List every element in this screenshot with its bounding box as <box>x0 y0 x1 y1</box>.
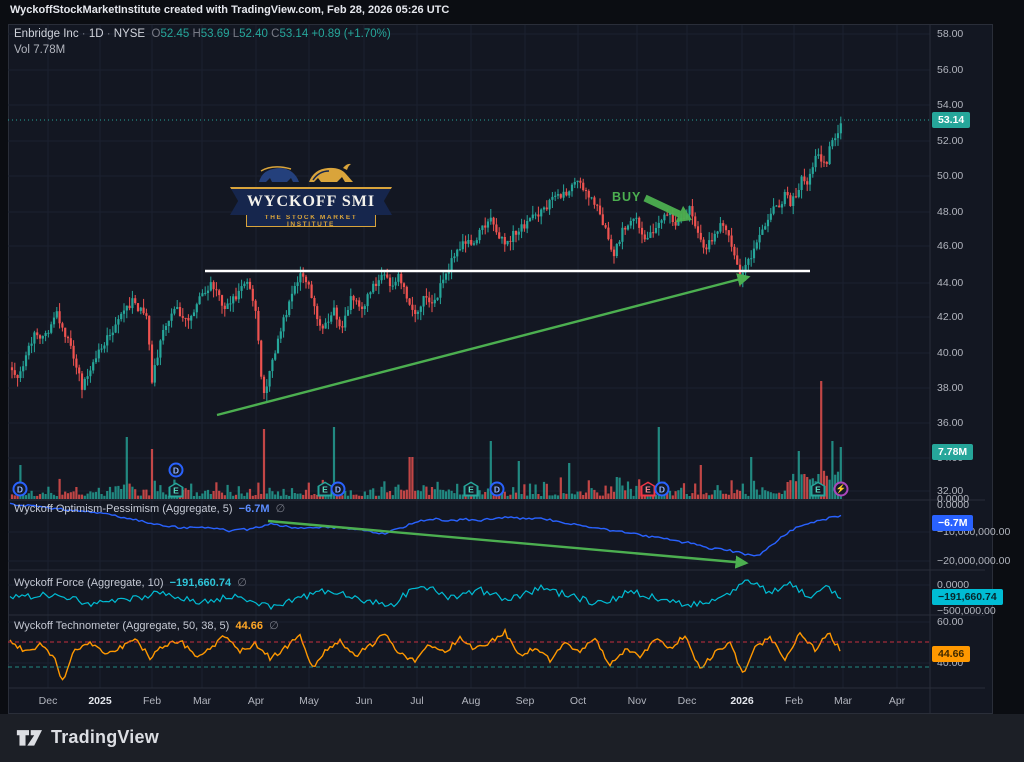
price-badge: 7.78M <box>932 444 974 460</box>
op-null-icon: ∅ <box>275 503 286 515</box>
time-axis-label: Sep <box>515 695 535 707</box>
attribution-text: WyckoffStockMarketInstitute created with… <box>10 4 450 16</box>
price-badge: −6.7M <box>932 515 974 531</box>
pane-title-optimism-pessimism[interactable]: Wyckoff Optimism-Pessimism (Aggregate, 5… <box>14 503 286 515</box>
close-value: 53.14 <box>279 28 309 40</box>
tradingview-wordmark: TradingView <box>51 726 159 747</box>
symbol-name: Enbridge Inc <box>14 28 79 40</box>
dividend-badge[interactable]: D <box>168 462 184 478</box>
dividend-badge[interactable]: D <box>654 481 670 497</box>
badge-letter: E <box>812 483 824 495</box>
force-null-icon: ∅ <box>237 577 247 589</box>
earnings-badge[interactable]: E <box>463 481 479 497</box>
time-axis-label: Apr <box>247 695 265 707</box>
axis-label: 36.00 <box>937 417 964 429</box>
volume-legend[interactable]: Vol 7.78M <box>14 44 66 56</box>
tradingview-logo[interactable]: TradingView <box>14 724 159 750</box>
badge-letter: E <box>170 484 182 496</box>
axis-label: 54.00 <box>937 99 964 111</box>
earnings-badge[interactable]: E <box>640 481 656 497</box>
price-badge: −191,660.74 <box>932 589 1003 605</box>
time-axis-label: 2026 <box>730 695 754 707</box>
badge-letter: D <box>332 483 344 495</box>
axis-label: 42.00 <box>937 311 964 323</box>
time-axis-label: Jun <box>355 695 373 707</box>
badge-letter: E <box>319 483 331 495</box>
earnings-badge[interactable]: E <box>317 481 333 497</box>
open-value: 52.45 <box>160 28 190 40</box>
axis-label: −500,000.00 <box>937 605 996 617</box>
axis-label: 38.00 <box>937 382 964 394</box>
time-axis-label: Nov <box>627 695 647 707</box>
badge-letter: D <box>14 483 26 495</box>
badge-letter: D <box>491 483 503 495</box>
badge-letter: ⚡ <box>835 483 847 495</box>
tech-null-icon: ∅ <box>269 620 279 632</box>
time-axis-label: Jul <box>410 695 424 707</box>
exchange: NYSE <box>113 28 146 40</box>
time-axis-label: Mar <box>192 695 212 707</box>
axis-label: 46.00 <box>937 240 964 252</box>
axis-label: 0.0000 <box>937 579 970 591</box>
axis-label: 60.00 <box>937 616 964 628</box>
time-axis-label: Dec <box>677 695 697 707</box>
time-axis-label: Oct <box>569 695 587 707</box>
axis-label: 32.00 <box>937 485 964 497</box>
dividend-badge[interactable]: D <box>12 481 28 497</box>
axis-label: 0.0000 <box>937 493 970 505</box>
badge-letter: D <box>656 483 668 495</box>
axis-label: 56.00 <box>937 64 964 76</box>
badge-letter: D <box>170 464 182 476</box>
price-badge: 44.66 <box>932 646 971 662</box>
smi-banner-subtitle: THE STOCK MARKET INSTITUTE <box>246 214 376 228</box>
badge-letter: E <box>642 483 654 495</box>
earnings-badge[interactable]: E <box>810 481 826 497</box>
smi-banner-title: WYCKOFF SMI <box>230 187 392 215</box>
buy-annotation-label: BUY <box>612 190 642 204</box>
event-bolt-badge[interactable]: ⚡ <box>833 481 849 497</box>
price-badge: 53.14 <box>932 112 971 128</box>
time-axis-label: Feb <box>142 695 162 707</box>
low-value: 52.40 <box>239 28 268 40</box>
tradingview-mark-icon <box>16 730 42 746</box>
high-value: 53.69 <box>200 28 230 40</box>
badge-letter: E <box>465 483 477 495</box>
indicator-lines <box>8 502 930 681</box>
op-value: −6.7M <box>238 503 270 515</box>
volume-value: 7.78M <box>33 44 66 56</box>
time-axis-label: Mar <box>833 695 853 707</box>
force-value: −191,660.74 <box>169 577 232 589</box>
time-axis-label: 2025 <box>88 695 112 707</box>
axis-label: 48.00 <box>937 206 964 218</box>
tech-value: 44.66 <box>235 620 263 632</box>
axis-label: 58.00 <box>937 28 964 40</box>
axis-label: 50.00 <box>937 170 964 182</box>
change-value: +0.89 (+1.70%) <box>311 28 391 40</box>
earnings-badge[interactable]: E <box>168 482 184 498</box>
axis-label: 44.00 <box>937 277 964 289</box>
candlesticks <box>10 116 842 402</box>
pane-title-force[interactable]: Wyckoff Force (Aggregate, 10) −191,660.7… <box>14 577 247 589</box>
dividend-badge[interactable]: D <box>489 481 505 497</box>
axis-label: −20,000,000.00 <box>937 555 1011 567</box>
footer-bar: TradingView <box>0 714 1024 762</box>
time-axis-label: Apr <box>888 695 906 707</box>
time-axis-label: Aug <box>461 695 481 707</box>
axis-label: 40.00 <box>937 347 964 359</box>
time-axis-label: May <box>299 695 319 707</box>
timeframe: 1D <box>88 28 104 40</box>
pane-title-technometer[interactable]: Wyckoff Technometer (Aggregate, 50, 38, … <box>14 620 279 632</box>
volume-bars <box>10 381 842 499</box>
axis-label: 0.0000 <box>937 499 970 511</box>
annotations <box>8 119 930 569</box>
wyckoff-smi-logo: WYCKOFF SMI THE STOCK MARKET INSTITUTE <box>230 156 392 228</box>
symbol-legend[interactable]: Enbridge Inc · 1D · NYSE O52.45 H53.69 L… <box>14 28 391 40</box>
axis-label: 52.00 <box>937 135 964 147</box>
dividend-badge[interactable]: D <box>330 481 346 497</box>
bull-bear-icon <box>259 163 353 182</box>
time-axis-label: Feb <box>784 695 804 707</box>
time-axis-label: Dec <box>38 695 58 707</box>
